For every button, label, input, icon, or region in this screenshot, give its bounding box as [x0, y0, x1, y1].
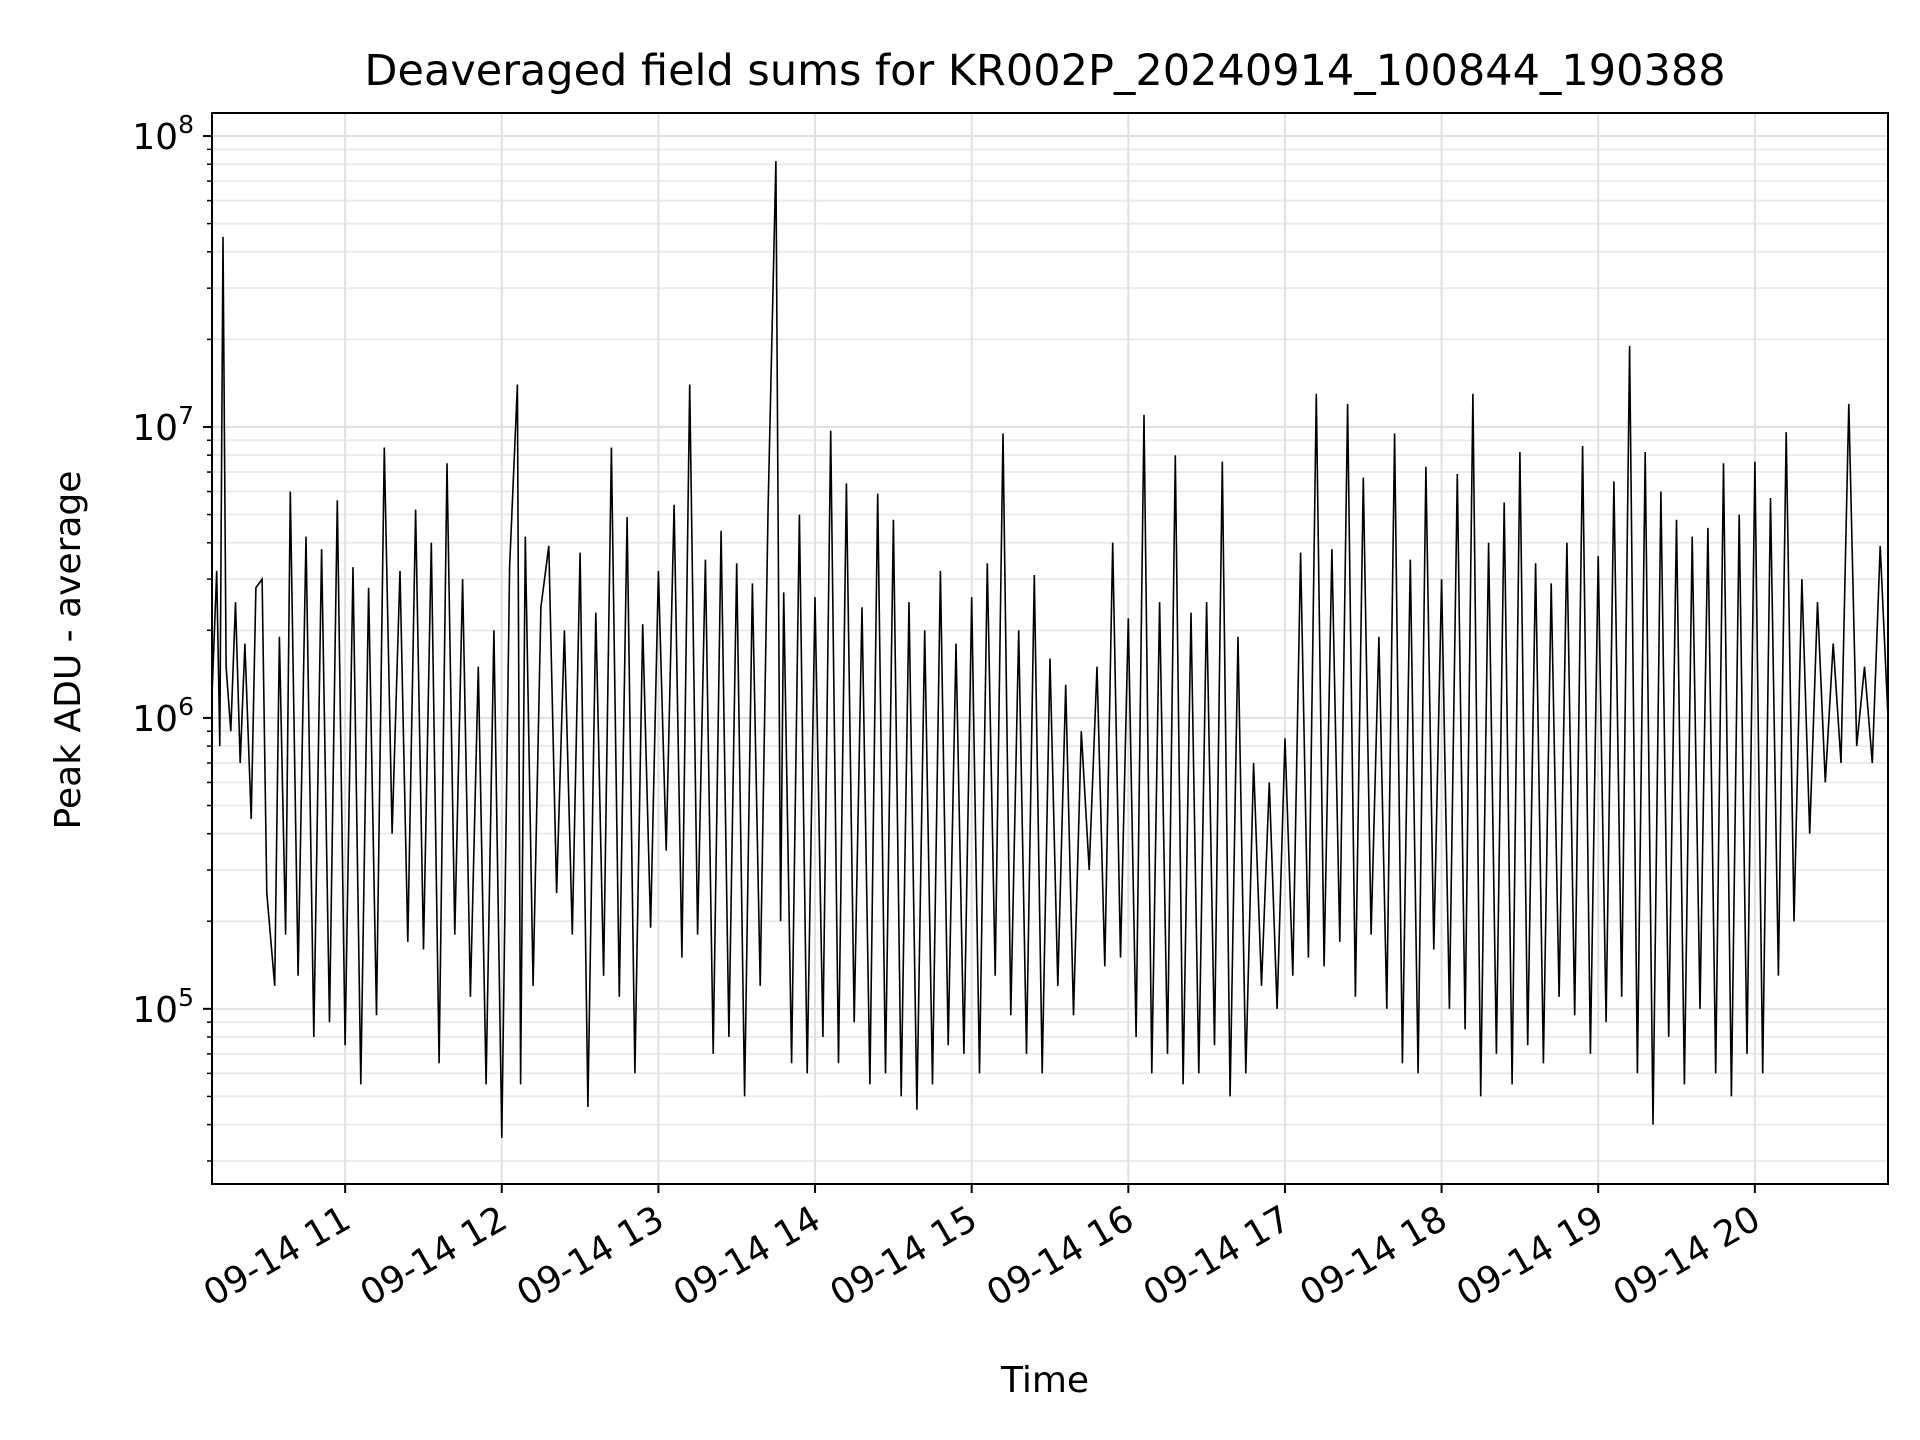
y-tick-exponent: 6: [178, 692, 194, 721]
plot-frame: [211, 112, 1889, 1185]
y-tick-label: 106: [132, 692, 194, 740]
series-layer: [211, 161, 1889, 1138]
y-tick-label: 105: [132, 983, 194, 1031]
x-axis-label: Time: [1000, 1360, 1089, 1401]
y-tick-exponent: 5: [178, 983, 194, 1012]
y-tick-exponent: 8: [178, 110, 194, 139]
y-tick-base: 10: [132, 408, 178, 449]
y-tick-label: 107: [132, 401, 194, 449]
y-tick-base: 10: [132, 699, 178, 740]
y-axis-label: Peak ADU - average: [48, 471, 89, 830]
chart-title: Deaveraged field sums for KR002P_2024091…: [364, 46, 1725, 96]
y-tick-label: 108: [132, 110, 194, 158]
y-tick-exponent: 7: [178, 401, 194, 430]
y-tick-base: 10: [132, 117, 178, 158]
y-tick-base: 10: [132, 990, 178, 1031]
series-line: [211, 161, 1889, 1138]
